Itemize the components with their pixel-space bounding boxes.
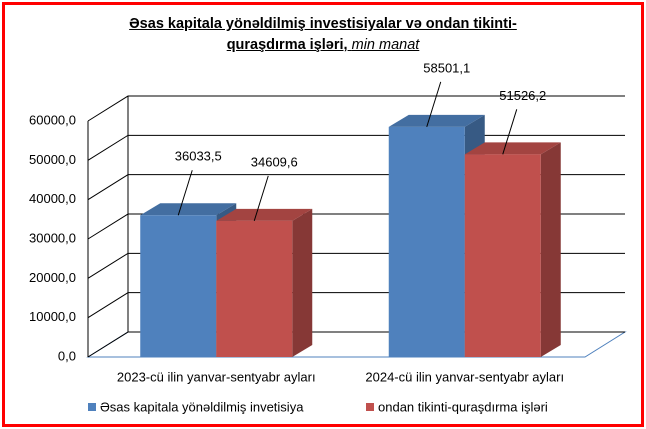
- bar: [464, 154, 541, 357]
- title-unit: min manat: [351, 37, 420, 53]
- y-tick-label: 40000,0: [29, 191, 76, 206]
- bar: [140, 215, 217, 357]
- x-tick-label: 2023-cü ilin yanvar-sentyabr ayları: [117, 369, 316, 384]
- legend-label: Əsas kapitala yönəldilmiş invetisiya: [100, 399, 304, 414]
- y-tick-label: 0,0: [58, 348, 76, 363]
- bar-side: [540, 142, 561, 357]
- data-label: 36033,5: [175, 149, 222, 164]
- y-tick-label: 20000,0: [29, 270, 76, 285]
- bar-top: [388, 114, 485, 127]
- data-label: 58501,1: [423, 60, 470, 75]
- chart-title: Əsas kapitala yönəldilmiş investisiyalar…: [103, 14, 543, 56]
- grid-line: [87, 95, 625, 122]
- bar-top: [216, 208, 313, 221]
- leader-line: [426, 81, 442, 128]
- bar-top: [464, 142, 561, 155]
- y-tick-label: 30000,0: [29, 230, 76, 245]
- bar-top: [140, 203, 237, 216]
- y-tick-label: 10000,0: [29, 309, 76, 324]
- x-tick-label: 2024-cü ilin yanvar-sentyabr ayları: [365, 369, 564, 384]
- y-tick-label: 50000,0: [29, 152, 76, 167]
- bar: [388, 126, 465, 357]
- leader-line: [177, 170, 193, 216]
- bar: [216, 220, 293, 357]
- bar-side: [292, 208, 313, 357]
- legend-swatch: [88, 403, 96, 411]
- leader-line: [253, 175, 269, 222]
- legend-swatch: [366, 403, 374, 411]
- title-text: Əsas kapitala yönəldilmiş investisiyalar…: [129, 16, 517, 53]
- data-label: 51526,2: [499, 88, 546, 103]
- leader-line: [502, 109, 518, 155]
- y-tick-label: 60000,0: [29, 112, 76, 127]
- legend-label: ondan tikinti-quraşdırma işləri: [378, 399, 548, 414]
- data-label: 34609,6: [251, 154, 298, 169]
